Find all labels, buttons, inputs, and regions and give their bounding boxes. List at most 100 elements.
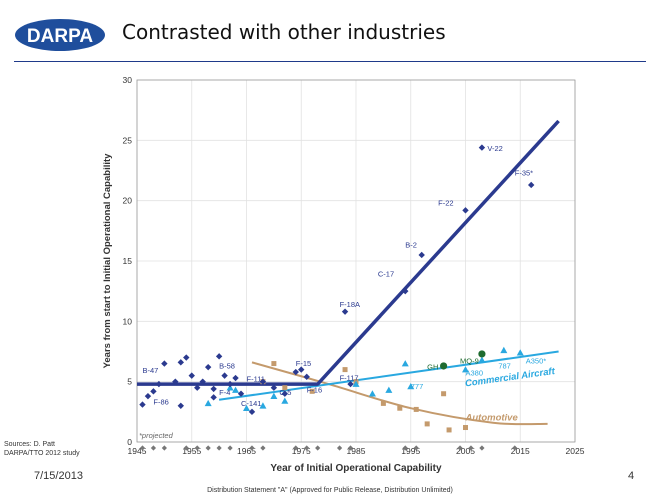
military-point bbox=[462, 207, 469, 214]
x-tick-label: 2005 bbox=[456, 446, 475, 456]
projected-marker bbox=[150, 445, 157, 451]
y-tick-label: 30 bbox=[123, 75, 133, 85]
automotive-point bbox=[271, 361, 277, 367]
logo-text: DARPA bbox=[27, 26, 93, 47]
commercial-trend-line bbox=[218, 350, 559, 401]
military-point bbox=[199, 378, 206, 385]
commercial-point bbox=[232, 386, 240, 393]
military-point bbox=[341, 308, 349, 315]
slide-date: 7/15/2013 bbox=[34, 470, 83, 482]
title-rule bbox=[14, 61, 646, 62]
projected-marker bbox=[205, 445, 211, 451]
projected-marker bbox=[260, 445, 266, 451]
automotive-point bbox=[413, 406, 419, 412]
point-label: C-5 bbox=[279, 388, 291, 397]
military-point bbox=[210, 385, 217, 393]
projected-marker bbox=[336, 445, 343, 451]
military-point bbox=[292, 368, 299, 376]
point-label: GH bbox=[427, 363, 438, 372]
military-trend-line bbox=[137, 119, 560, 386]
point-label: F-111 bbox=[247, 375, 265, 384]
sources-note: Sources: D. Patt DARPA/TTO 2012 study bbox=[4, 440, 80, 458]
military-point bbox=[418, 251, 425, 259]
x-tick-label: 1945 bbox=[128, 446, 147, 456]
military-point bbox=[155, 380, 163, 388]
military-point bbox=[194, 384, 201, 391]
military-point bbox=[144, 392, 152, 400]
automotive-point bbox=[424, 421, 430, 427]
automotive-point bbox=[446, 427, 452, 433]
automotive-point bbox=[282, 385, 288, 391]
point-label: A350* bbox=[526, 357, 547, 366]
uav-point bbox=[478, 350, 486, 358]
commercial-point bbox=[401, 360, 409, 367]
projected-marker bbox=[315, 445, 321, 451]
commercial-point bbox=[478, 356, 486, 363]
military-point bbox=[248, 408, 256, 416]
projected-marker bbox=[194, 445, 200, 451]
point-label: F-4 bbox=[219, 388, 230, 397]
commercial-point bbox=[226, 384, 234, 391]
projected-marker bbox=[161, 445, 167, 451]
x-axis-label: Year of Initial Operational Capability bbox=[270, 463, 442, 474]
x-tick-label: 1955 bbox=[182, 446, 201, 456]
y-tick-label: 5 bbox=[127, 377, 132, 387]
commercial-point bbox=[462, 366, 469, 373]
y-tick-label: 20 bbox=[123, 196, 133, 206]
projected-marker bbox=[402, 445, 408, 451]
point-label: C-17 bbox=[378, 270, 394, 279]
distribution-statement: Distribution Statement "A" (Approved for… bbox=[207, 487, 453, 494]
automotive-point bbox=[309, 388, 315, 394]
point-label: F-16 bbox=[307, 386, 322, 395]
point-label: A380 bbox=[466, 369, 484, 378]
projected-marker bbox=[304, 445, 310, 451]
sources-line-2: DARPA/TTO 2012 study bbox=[4, 450, 80, 457]
page-number: 4 bbox=[628, 470, 635, 482]
commercial-point bbox=[500, 346, 508, 354]
military-point bbox=[303, 373, 310, 381]
x-tick-label: 1985 bbox=[347, 446, 366, 456]
military-point bbox=[232, 374, 239, 382]
slide-title: Contrasted with other industries bbox=[122, 20, 446, 44]
point-label: F-18A bbox=[340, 300, 360, 309]
military-point bbox=[528, 181, 535, 189]
point-label: MQ-9 bbox=[460, 357, 479, 366]
plot-frame bbox=[136, 79, 576, 443]
commercial-point bbox=[243, 404, 250, 412]
projected-marker bbox=[139, 445, 146, 451]
data-points bbox=[139, 144, 535, 451]
projected-marker bbox=[227, 445, 233, 451]
uav-point bbox=[440, 362, 448, 370]
military-point bbox=[183, 354, 190, 361]
point-label: F-117 bbox=[340, 373, 359, 382]
commercial-point bbox=[281, 397, 289, 404]
commercial-point bbox=[407, 382, 415, 390]
x-tick-label: 2015 bbox=[511, 446, 530, 456]
chart-grid bbox=[136, 79, 576, 443]
military-point bbox=[188, 372, 195, 379]
military-point bbox=[150, 388, 157, 395]
tick-labels: 1945 1955 1965 1975 1985 1995 2005 2015 20250510… bbox=[123, 75, 585, 456]
military-point bbox=[204, 363, 212, 371]
projected-marker bbox=[216, 445, 222, 451]
y-tick-label: 10 bbox=[123, 316, 133, 326]
projected-marker bbox=[512, 445, 518, 451]
commercial-point bbox=[352, 380, 360, 387]
projected-marker bbox=[347, 445, 354, 451]
point-label: F-15 bbox=[296, 359, 311, 368]
y-axis-label: Years from start to Initial Operational … bbox=[102, 153, 113, 369]
automotive-point bbox=[397, 405, 403, 411]
automotive-point bbox=[380, 400, 386, 406]
commercial-point bbox=[385, 386, 393, 393]
military-point bbox=[172, 378, 179, 385]
automotive-point bbox=[342, 367, 348, 373]
sources-line-1: Sources: D. Patt bbox=[4, 441, 55, 448]
automotive-point bbox=[463, 425, 468, 431]
y-tick-label: 15 bbox=[123, 256, 133, 266]
commercial-point bbox=[270, 392, 278, 399]
point-label: B-2 bbox=[405, 241, 417, 250]
military-point bbox=[237, 390, 245, 397]
point-label: F-86 bbox=[153, 398, 168, 407]
projected-marker bbox=[479, 445, 485, 451]
